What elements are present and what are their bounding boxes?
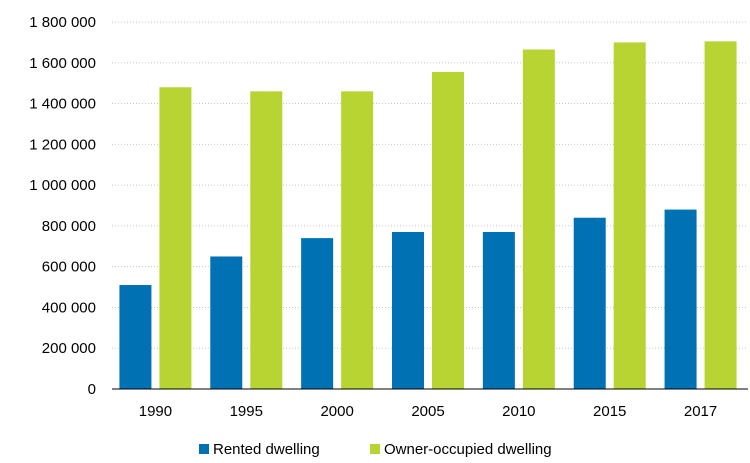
x-tick-label: 2005	[411, 403, 444, 420]
legend-label: Rented dwelling	[213, 441, 320, 458]
legend-swatch	[370, 444, 380, 454]
y-tick-label: 1 200 000	[29, 136, 96, 153]
legend-label: Owner-occupied dwelling	[384, 441, 552, 458]
y-tick-label: 800 000	[42, 218, 96, 235]
rented-dwelling-bar-1990	[119, 285, 152, 389]
x-tick-label: 2015	[593, 403, 626, 420]
x-tick-label: 1995	[230, 403, 263, 420]
owner-occupied-dwelling-bar-2017	[704, 41, 737, 389]
owner-occupied-dwelling-bar-2005	[432, 71, 464, 390]
y-tick-label: 0	[88, 381, 96, 398]
y-tick-label: 200 000	[42, 340, 96, 357]
bars	[119, 41, 737, 390]
rented-dwelling-bar-2015	[573, 217, 606, 389]
x-axis-tick-labels: 1990 1995 2000 2005 2010 2015 2017	[139, 403, 718, 420]
legend-swatch	[199, 444, 209, 454]
grid	[112, 21, 748, 349]
y-axis-tick-labels: 0 200 000 400 000 600 000 800 000 1 000 000 1 …	[29, 14, 96, 398]
rented-dwelling-bar-2010	[482, 232, 515, 389]
y-tick-label: 1 800 000	[29, 14, 96, 31]
rented-dwelling-bar-2017	[664, 209, 697, 389]
x-tick-label: 2017	[684, 403, 717, 420]
owner-occupied-dwelling-bar-2000	[341, 91, 374, 390]
rented-dwelling-bar-2005	[392, 232, 424, 389]
y-tick-label: 1 000 000	[29, 177, 96, 194]
owner-occupied-dwelling-bar-1995	[250, 91, 283, 390]
rented-dwelling-bar-1995	[210, 256, 243, 389]
owner-occupied-dwelling-bar-1990	[159, 87, 192, 389]
owner-occupied-dwelling-bar-2015	[613, 42, 646, 390]
x-tick-label: 2010	[502, 403, 535, 420]
legend: Rented dwelling Owner-occupied dwelling	[199, 441, 552, 458]
x-tick-label: 1990	[139, 403, 172, 420]
y-tick-label: 400 000	[42, 299, 96, 316]
x-tick-label: 2000	[320, 403, 353, 420]
y-tick-label: 1 400 000	[29, 96, 96, 113]
owner-occupied-dwelling-bar-2010	[522, 49, 555, 390]
y-tick-label: 600 000	[42, 259, 96, 276]
y-tick-label: 1 600 000	[29, 55, 96, 72]
rented-dwelling-bar-2000	[301, 238, 334, 389]
